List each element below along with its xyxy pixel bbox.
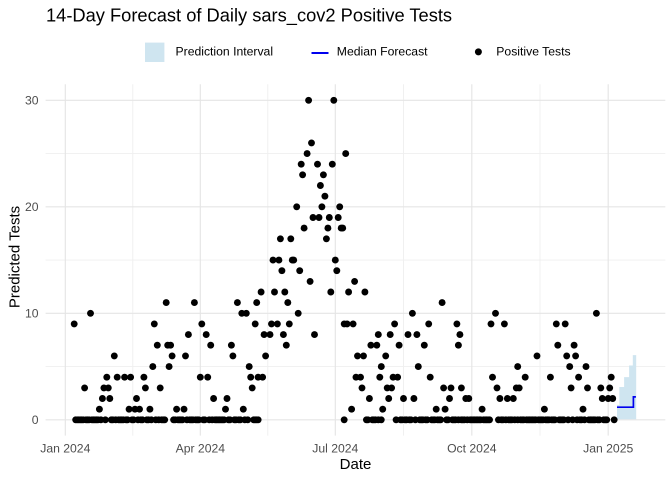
svg-text:14-Day Forecast of Daily sars_: 14-Day Forecast of Daily sars_cov2 Posit… xyxy=(46,5,452,27)
svg-text:Median Forecast: Median Forecast xyxy=(337,45,428,59)
svg-text:Jan 2025: Jan 2025 xyxy=(583,441,633,455)
svg-text:Apr 2024: Apr 2024 xyxy=(176,441,226,455)
svg-text:Predicted Tests: Predicted Tests xyxy=(7,206,24,308)
svg-text:10: 10 xyxy=(25,307,39,321)
svg-text:20: 20 xyxy=(25,200,39,214)
svg-text:Positive Tests: Positive Tests xyxy=(496,45,570,59)
svg-text:0: 0 xyxy=(32,413,39,427)
svg-text:Oct 2024: Oct 2024 xyxy=(447,441,497,455)
svg-text:Jan 2024: Jan 2024 xyxy=(40,441,90,455)
svg-text:Jul 2024: Jul 2024 xyxy=(312,441,358,455)
svg-text:Prediction Interval: Prediction Interval xyxy=(176,45,274,59)
svg-text:30: 30 xyxy=(25,94,39,108)
svg-text:Date: Date xyxy=(340,456,372,473)
